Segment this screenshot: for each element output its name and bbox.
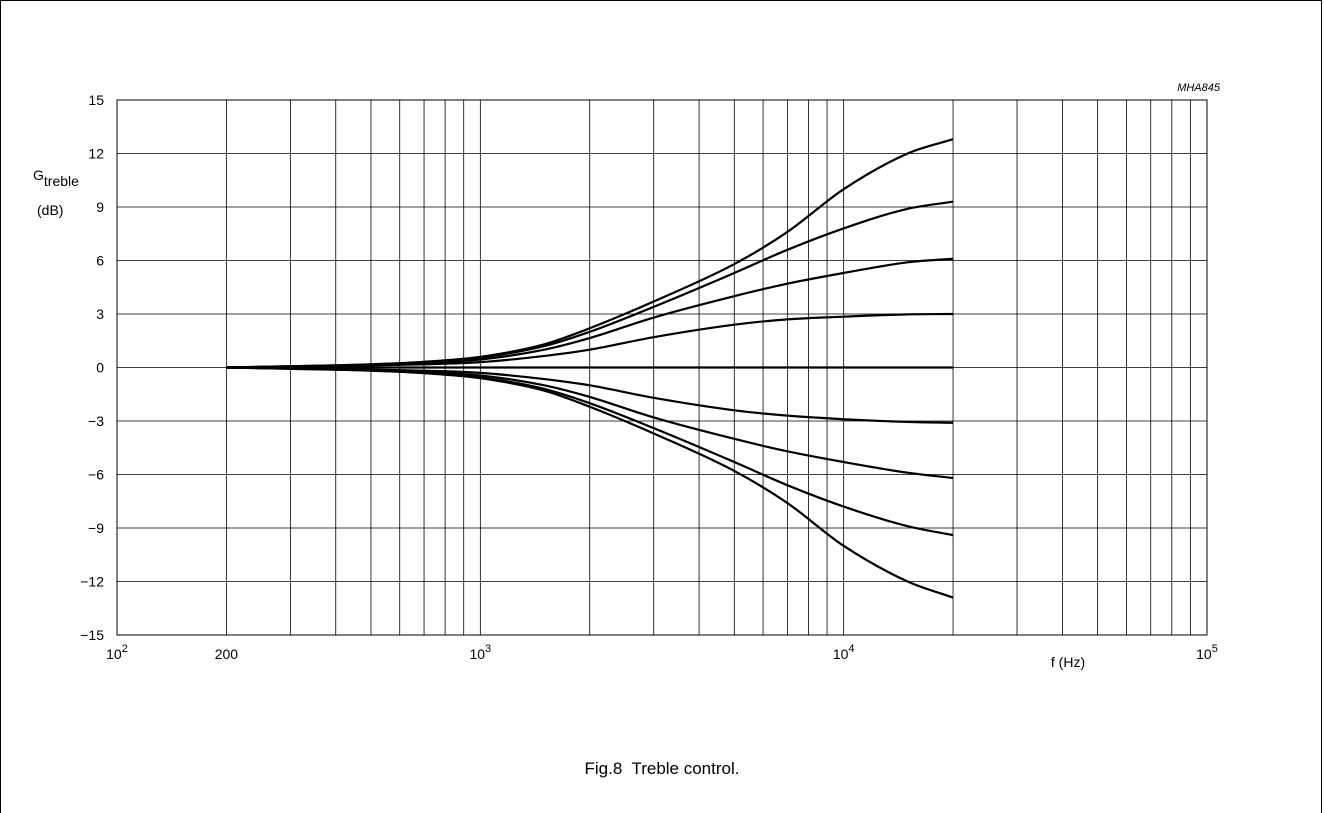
x-tick-label: 105 — [1196, 643, 1218, 662]
y-tick-label: 6 — [96, 253, 104, 269]
x-tick-label: 103 — [469, 643, 491, 662]
series-line-4 — [226, 312, 954, 369]
plot-area-border — [116, 99, 1208, 636]
y-axis-symbol: G — [33, 167, 44, 183]
y-tick-label: −6 — [88, 467, 104, 483]
x-tick-label: 102 — [106, 643, 128, 662]
y-tick-label: −9 — [88, 520, 104, 536]
y-tick-label: 0 — [96, 360, 104, 376]
figure-code: MHA845 — [1177, 82, 1221, 94]
series-line-9 — [226, 366, 954, 599]
y-tick-label: −12 — [80, 574, 104, 590]
x-tick-label: 200 — [215, 646, 239, 662]
y-tick-label: −3 — [88, 413, 104, 429]
x-axis-label: f (Hz) — [1051, 654, 1085, 670]
y-tick-label: 3 — [96, 306, 104, 322]
y-tick-labels: 15 12 9 6 3 0 −3 −6 −9 −12 −15 — [80, 92, 104, 643]
y-axis-label: Gtreble — [33, 167, 79, 189]
chart-curves — [226, 138, 954, 599]
figure-caption: Fig.8 Treble control. — [584, 759, 740, 778]
y-tick-label: −15 — [80, 627, 104, 643]
y-axis-unit: (dB) — [37, 202, 63, 218]
y-tick-label: 12 — [88, 146, 104, 162]
x-tick-label: 104 — [833, 643, 855, 662]
y-axis-subscript: treble — [44, 173, 79, 189]
y-tick-label: 9 — [96, 199, 104, 215]
y-tick-label: 15 — [88, 92, 104, 108]
x-tick-labels: 102 200 103 104 105 — [106, 643, 1218, 662]
